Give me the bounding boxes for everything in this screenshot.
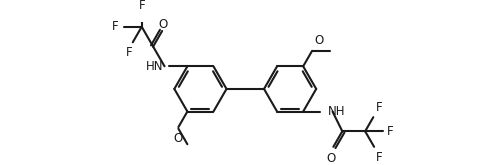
Text: F: F	[376, 151, 383, 164]
Text: O: O	[174, 132, 183, 145]
Text: O: O	[315, 34, 324, 47]
Text: F: F	[376, 101, 383, 114]
Text: HN: HN	[145, 60, 163, 73]
Text: F: F	[126, 46, 133, 59]
Text: F: F	[111, 20, 118, 33]
Text: F: F	[387, 125, 394, 138]
Text: O: O	[326, 152, 336, 165]
Text: F: F	[139, 0, 145, 12]
Text: O: O	[159, 18, 168, 31]
Text: NH: NH	[328, 105, 345, 118]
